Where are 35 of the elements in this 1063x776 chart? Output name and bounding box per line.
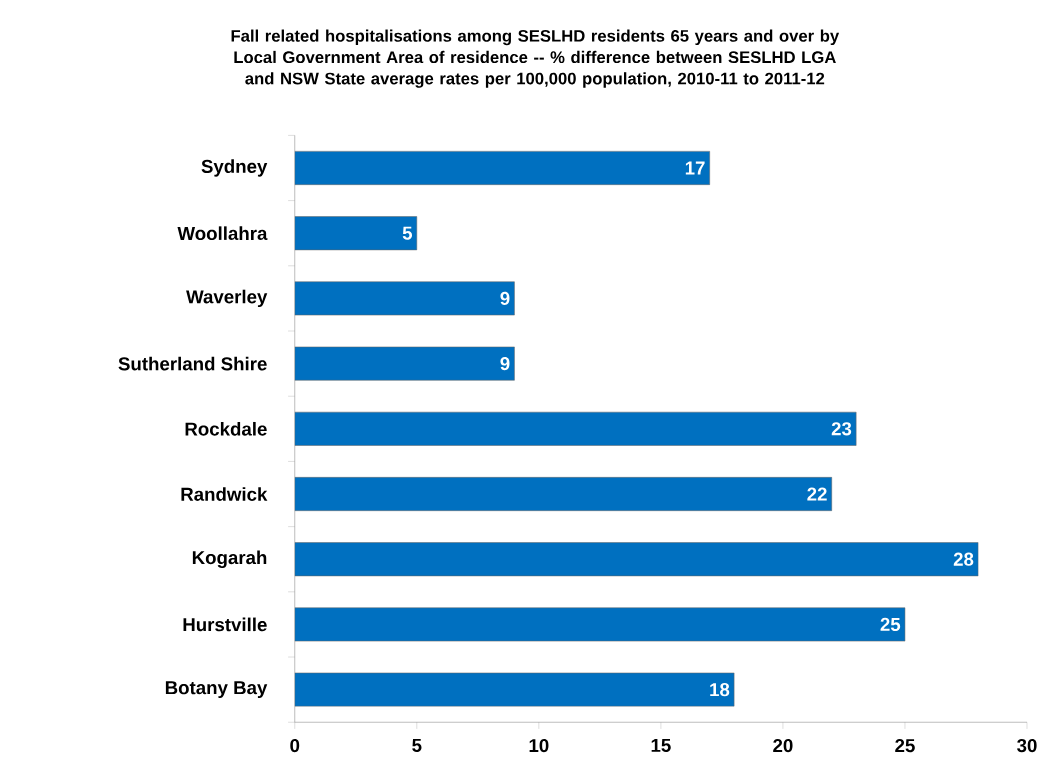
data-label: 18 <box>710 682 730 697</box>
bar <box>294 150 710 185</box>
x-tick-label: 30 <box>1017 738 1037 753</box>
data-label: 23 <box>831 422 852 436</box>
y-tick-label: Sutherland Shire <box>118 356 267 371</box>
data-label: 22 <box>807 487 827 501</box>
data-label: 5 <box>402 226 413 240</box>
data-label: 28 <box>953 552 974 566</box>
bar <box>294 476 832 511</box>
x-tick-label: 20 <box>773 738 793 753</box>
x-tick-label: 10 <box>529 738 549 753</box>
y-tick-label: Woollahra <box>177 226 268 240</box>
bar <box>294 346 515 381</box>
y-tick-label: Sydney <box>201 159 268 177</box>
y-tick-label: Waverley <box>186 289 268 307</box>
y-tick-label: Kogarah <box>192 550 267 568</box>
data-label: 25 <box>880 617 901 631</box>
bar <box>294 672 735 707</box>
data-label: 9 <box>500 291 510 305</box>
chart-title: Fall related hospitalisations among SESLHD residents 65 years and over by Local Government Area of residence -- % difference between SESLHD LGA and NSW State average rates per 100,000 population, 2010-11 to 2011-12 <box>231 29 840 88</box>
x-tick-label: 0 <box>290 738 300 753</box>
data-label: 17 <box>685 161 705 175</box>
x-tick-label: 15 <box>651 738 671 752</box>
bar <box>294 216 418 251</box>
y-tick-label: Randwick <box>181 487 268 501</box>
bar <box>294 281 515 316</box>
x-tick-label: 5 <box>412 738 422 752</box>
y-tick-label: Rockdale <box>185 421 267 436</box>
bar <box>294 607 906 642</box>
y-tick-label: Botany Bay <box>165 681 268 698</box>
bar <box>294 411 857 446</box>
x-tick-label: 25 <box>895 738 915 753</box>
data-label: 9 <box>500 356 510 371</box>
y-tick-label: Hurstville <box>183 617 267 632</box>
bar <box>294 542 979 577</box>
